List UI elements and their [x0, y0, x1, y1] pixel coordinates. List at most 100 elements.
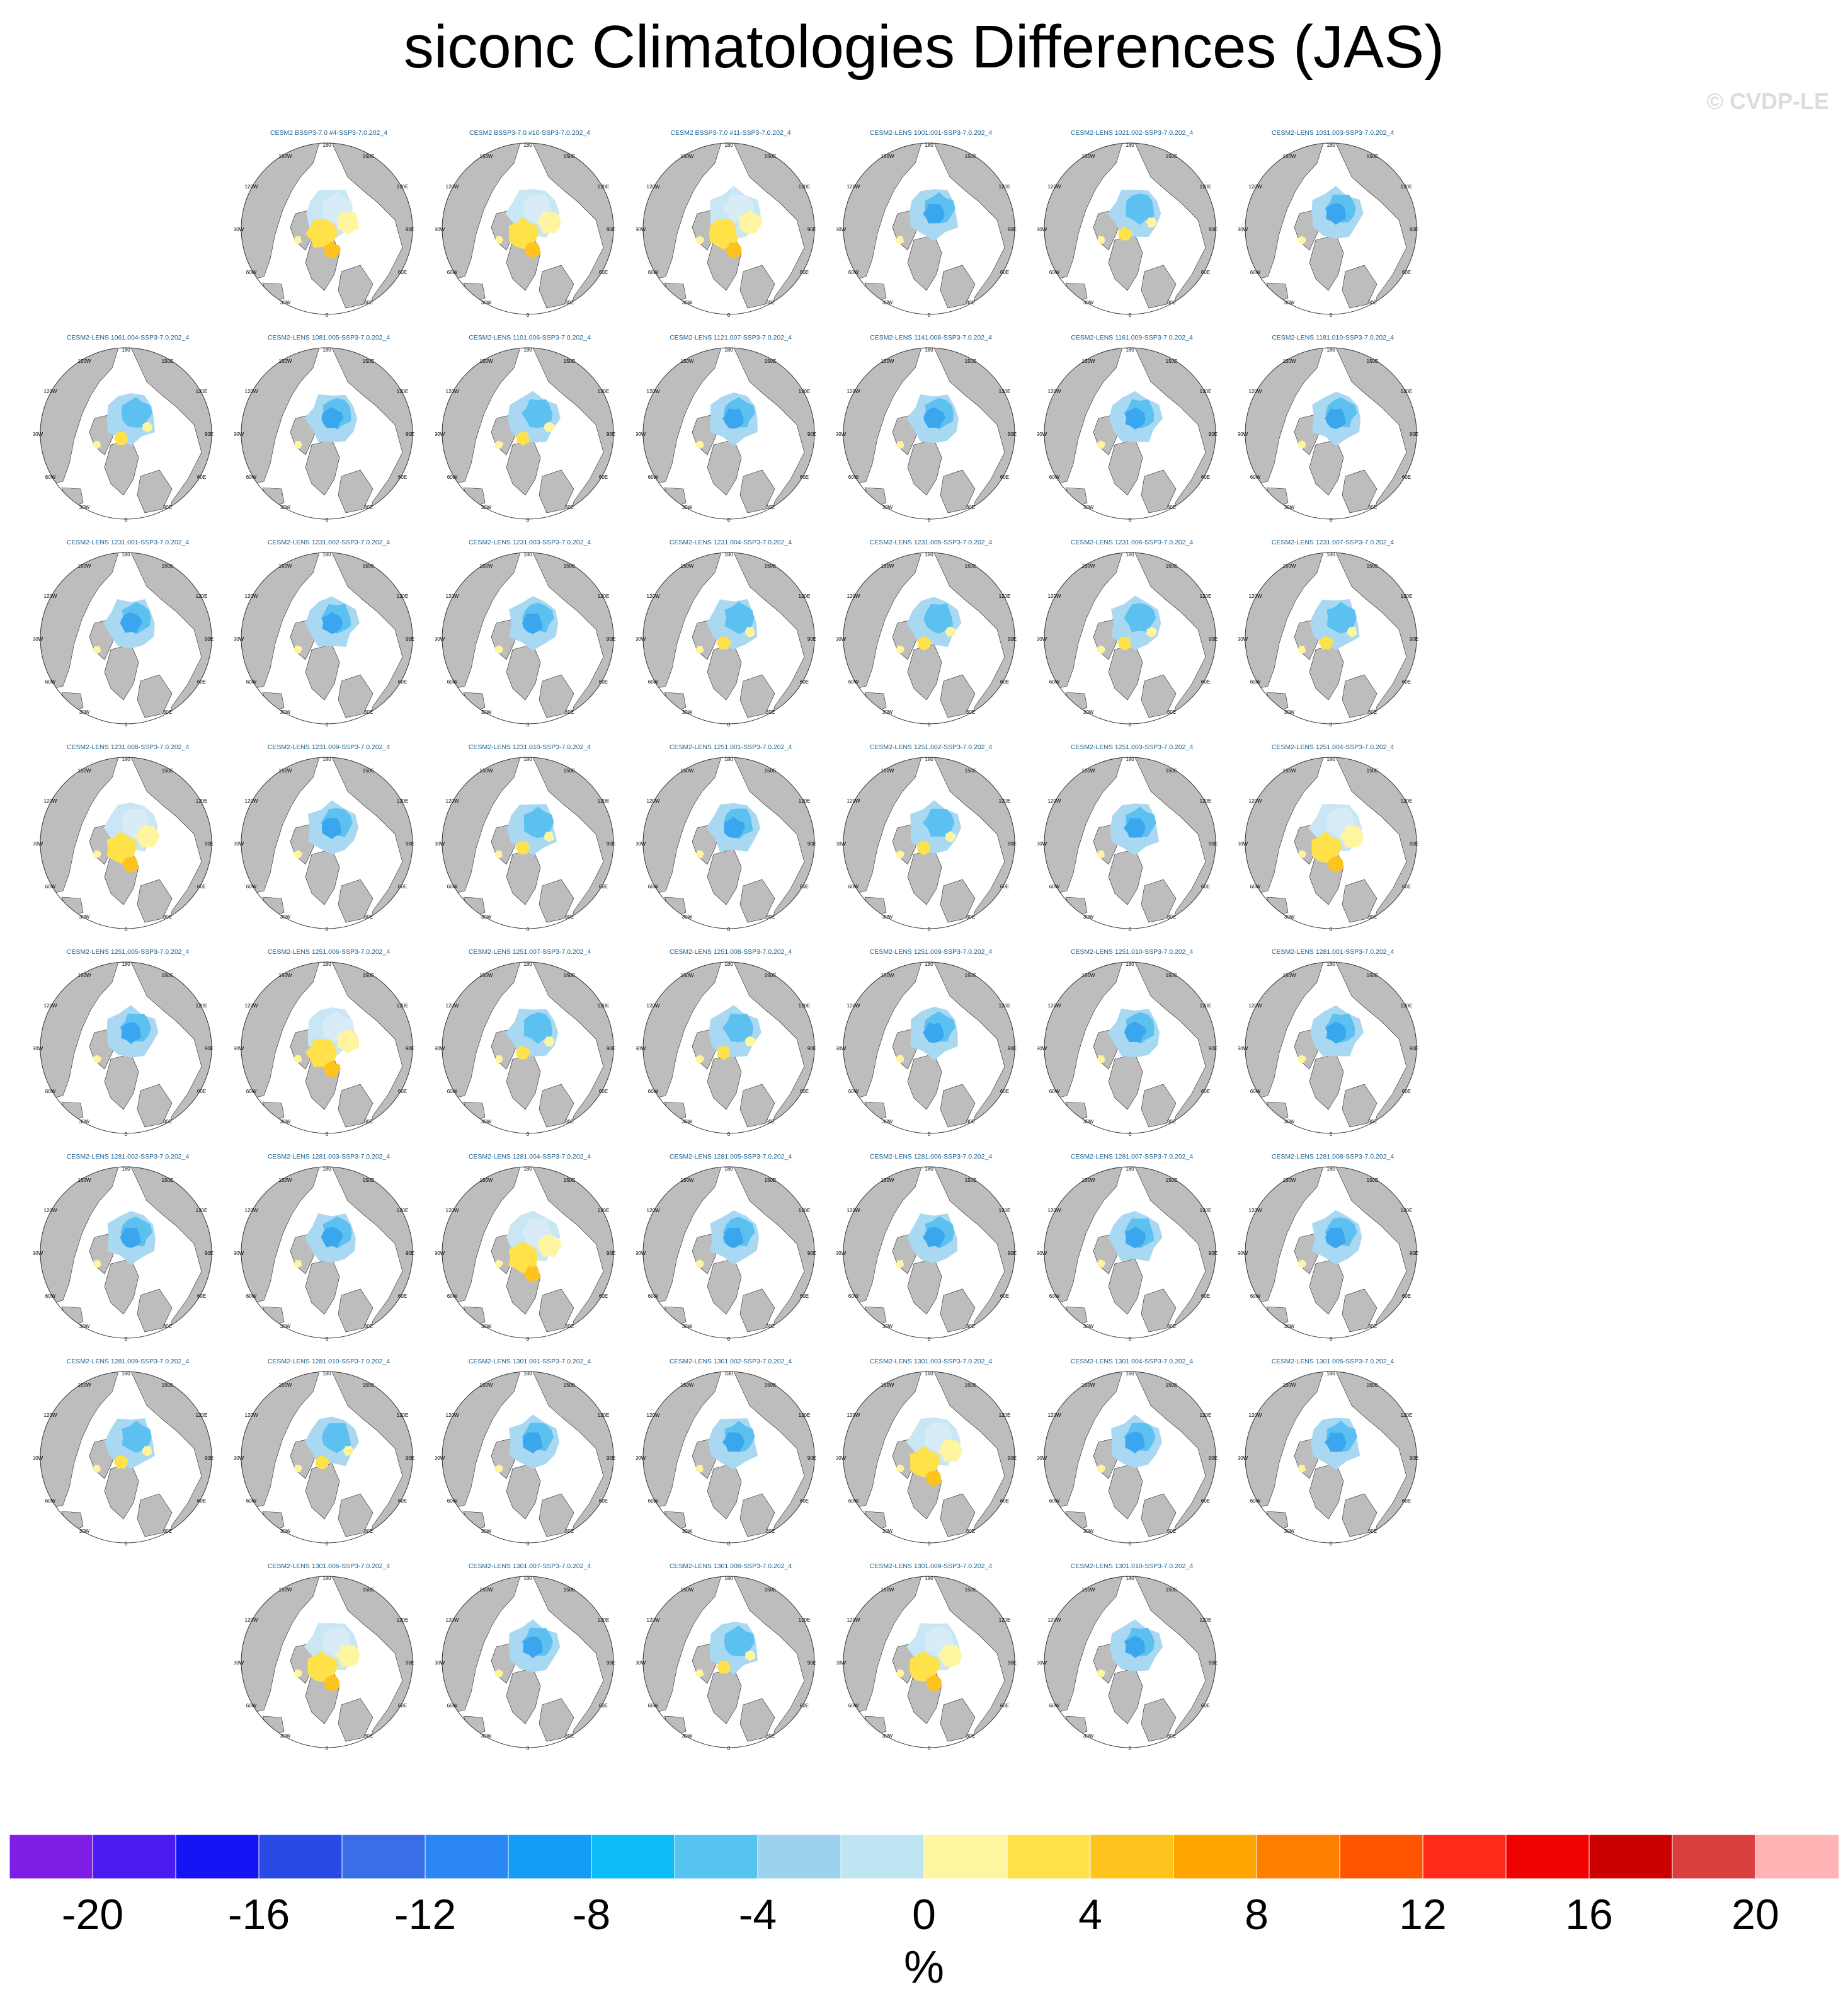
longitude-label: 30W — [682, 1324, 693, 1329]
longitude-label: 30W — [280, 1119, 291, 1125]
longitude-label: 180 — [523, 757, 532, 762]
longitude-label: 150W — [881, 154, 894, 159]
longitude-label: 120E — [1401, 1208, 1413, 1213]
polar-map: 180 150W 150E 120W 120E 90W 90E 60W 60E 30W 30E 0 — [636, 1576, 816, 1751]
longitude-label: 60W — [246, 474, 257, 480]
polar-map: 180 150W 150E 120W 120E 90W 90E 60W 60E 30W 30E 0 — [234, 1166, 414, 1342]
polar-map: 180 150W 150E 120W 120E 90W 90E 60W 60E 30W 30E 0 — [234, 961, 414, 1137]
map-panel: CESM2-LENS 1301.010-SSP3-7.0.202_4 180 150… — [1037, 1562, 1226, 1751]
longitude-label: 90W — [1238, 636, 1248, 642]
longitude-label: 60E — [1201, 1089, 1210, 1094]
longitude-label: 90W — [836, 432, 847, 437]
longitude-label: 30E — [966, 300, 975, 306]
panel-title: CESM2-LENS 1231.010-SSP3-7.0.202_4 — [468, 743, 591, 751]
longitude-label: 60W — [1049, 679, 1060, 685]
longitude-label: 30W — [481, 1324, 492, 1329]
longitude-label: 120E — [196, 389, 208, 394]
longitude-label: 60E — [398, 474, 407, 480]
longitude-label: 30E — [1167, 300, 1176, 306]
polar-map: 180 150W 150E 120W 120E 90W 90E 60W 60E 30W 30E 0 — [33, 757, 214, 932]
longitude-label: 0 — [727, 517, 731, 523]
longitude-label: 90E — [1410, 1046, 1418, 1051]
longitude-label: 180 — [322, 552, 331, 558]
longitude-label: 60W — [1250, 1089, 1261, 1094]
watermark: © CVDP-LE — [1706, 88, 1829, 114]
map-panel: CESM2-LENS 1001.001-SSP3-7.0.202_4 180 150… — [836, 129, 1025, 318]
longitude-label: 30W — [481, 1528, 492, 1534]
polar-map: 180 150W 150E 120W 120E 90W 90E 60W 60E 30W 30E 0 — [636, 1166, 816, 1342]
longitude-label: 60E — [1000, 270, 1009, 275]
map-panel: CESM2-LENS 1251.010-SSP3-7.0.202_4 180 150… — [1037, 948, 1226, 1137]
longitude-label: 180 — [1326, 347, 1335, 353]
colorbar-swatch — [1588, 1835, 1673, 1879]
longitude-label: 90W — [1037, 1046, 1047, 1051]
longitude-label: 150E — [765, 768, 777, 774]
longitude-label: 30W — [682, 505, 693, 510]
longitude-label: 150E — [363, 563, 375, 569]
longitude-label: 150E — [363, 358, 375, 364]
longitude-label: 120E — [1200, 184, 1212, 190]
longitude-label: 150W — [681, 563, 694, 569]
longitude-label: 60W — [1250, 884, 1261, 890]
longitude-label: 150W — [1082, 768, 1095, 774]
longitude-label: 180 — [724, 757, 733, 762]
longitude-label: 90W — [435, 1455, 445, 1461]
longitude-label: 120W — [647, 798, 660, 804]
longitude-label: 90W — [1238, 227, 1248, 232]
longitude-label: 30W — [481, 709, 492, 715]
longitude-label: 30W — [882, 300, 893, 306]
longitude-label: 90E — [607, 432, 615, 437]
polar-map: 180 150W 150E 120W 120E 90W 90E 60W 60E 30W 30E 0 — [435, 961, 615, 1137]
longitude-label: 60W — [1250, 474, 1261, 480]
longitude-label: 150W — [681, 1382, 694, 1388]
longitude-label: 30E — [1368, 709, 1377, 715]
longitude-label: 0 — [326, 312, 329, 318]
polar-map: 180 150W 150E 120W 120E 90W 90E 60W 60E 30W 30E 0 — [1238, 1166, 1418, 1342]
longitude-label: 90E — [807, 1660, 816, 1666]
panel-title: CESM2 BSSP3-7.0 #11-SSP3-7.0.202_4 — [670, 129, 791, 137]
longitude-label: 150E — [1367, 563, 1379, 569]
map-panel: CESM2-LENS 1281.007-SSP3-7.0.202_4 180 150… — [1037, 1153, 1226, 1342]
longitude-label: 90E — [807, 227, 816, 232]
panel-title: CESM2-LENS 1061.004-SSP3-7.0.202_4 — [66, 334, 190, 341]
panel-title: CESM2-LENS 1231.004-SSP3-7.0.202_4 — [669, 539, 792, 546]
panel-title: CESM2-LENS 1141.008-SSP3-7.0.202_4 — [870, 334, 992, 341]
longitude-label: 60E — [800, 1293, 809, 1299]
longitude-label: 60E — [599, 1498, 608, 1504]
longitude-label: 180 — [1326, 961, 1335, 967]
map-panel: CESM2-LENS 1251.004-SSP3-7.0.202_4 180 150… — [1238, 743, 1427, 932]
longitude-label: 30E — [966, 505, 975, 510]
longitude-label: 180 — [122, 961, 130, 967]
polar-map: 180 150W 150E 120W 120E 90W 90E 60W 60E 30W 30E 0 — [1238, 961, 1418, 1137]
longitude-label: 120E — [196, 798, 208, 804]
longitude-label: 120E — [397, 593, 409, 599]
longitude-label: 90W — [33, 1046, 43, 1051]
longitude-label: 120E — [799, 389, 811, 394]
longitude-label: 60W — [648, 1498, 659, 1504]
longitude-label: 180 — [322, 1371, 331, 1377]
longitude-label: 180 — [1126, 1166, 1134, 1172]
longitude-label: 90E — [607, 227, 615, 232]
map-panel: CESM2-LENS 1301.004-SSP3-7.0.202_4 180 150… — [1037, 1358, 1226, 1547]
longitude-label: 90W — [836, 227, 847, 232]
longitude-label: 150W — [881, 1382, 894, 1388]
longitude-label: 60W — [447, 1293, 458, 1299]
longitude-label: 120E — [799, 1412, 811, 1418]
longitude-label: 150W — [279, 973, 292, 978]
longitude-label: 90E — [607, 636, 615, 642]
longitude-label: 120E — [397, 1208, 409, 1213]
longitude-label: 0 — [727, 1541, 731, 1547]
longitude-label: 60E — [800, 679, 809, 685]
longitude-label: 30W — [1083, 1324, 1094, 1329]
longitude-label: 30E — [766, 1119, 775, 1125]
panel-title: CESM2-LENS 1121.007-SSP3-7.0.202_4 — [670, 334, 792, 341]
longitude-label: 90E — [1209, 1251, 1218, 1256]
longitude-label: 180 — [925, 1166, 933, 1172]
longitude-label: 90W — [1037, 432, 1047, 437]
longitude-label: 150E — [363, 1587, 375, 1593]
longitude-label: 150W — [78, 768, 91, 774]
longitude-label: 30E — [1167, 1528, 1176, 1534]
longitude-label: 60E — [197, 1089, 206, 1094]
longitude-label: 90E — [1209, 841, 1218, 847]
map-panel: CESM2-LENS 1251.007-SSP3-7.0.202_4 180 150… — [435, 948, 624, 1137]
